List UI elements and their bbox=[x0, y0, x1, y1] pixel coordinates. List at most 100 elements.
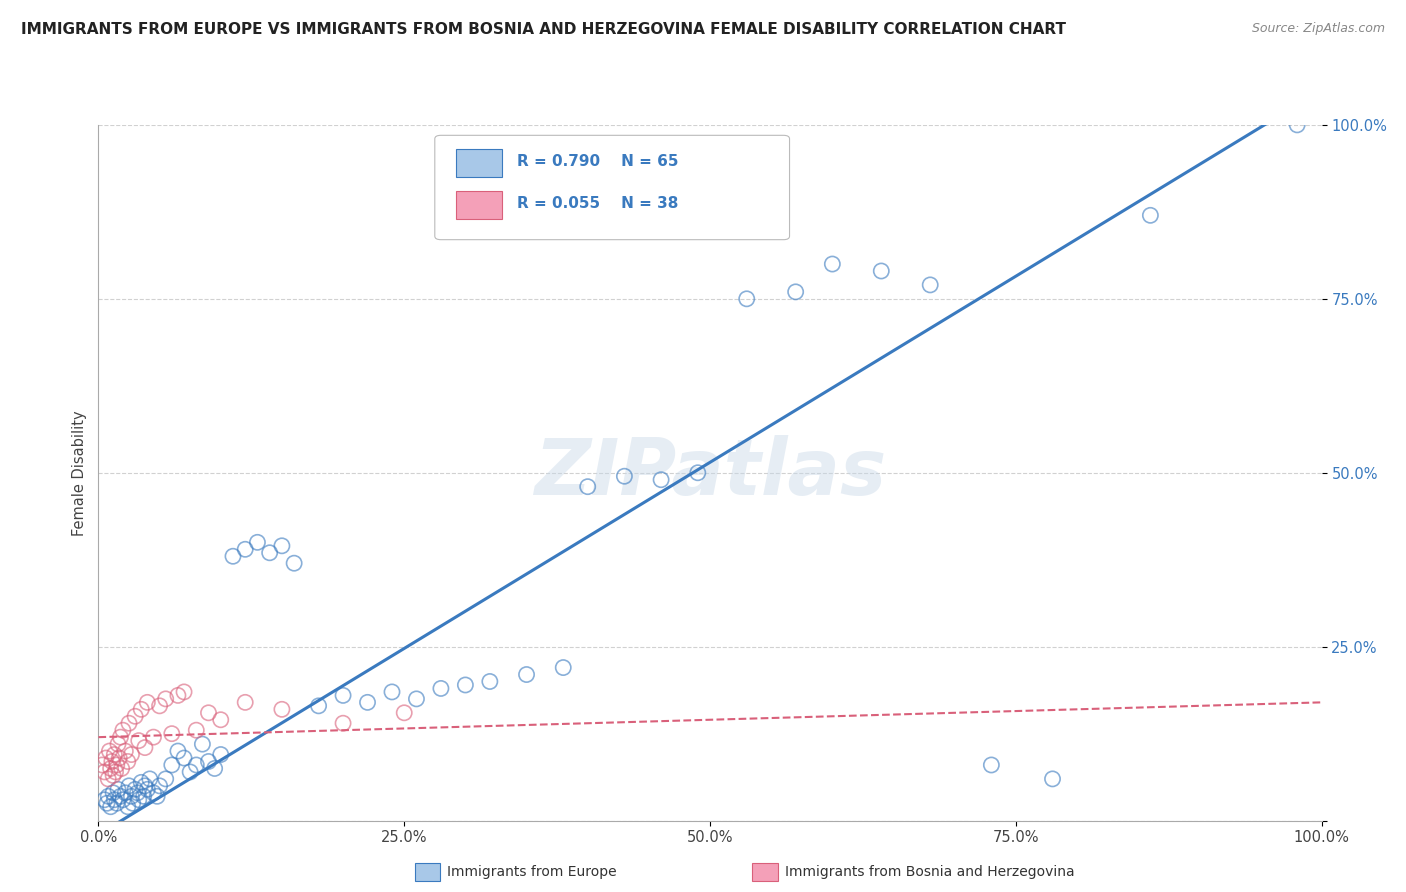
Point bbox=[110, 789, 132, 804]
Text: R = 0.055    N = 38: R = 0.055 N = 38 bbox=[517, 196, 678, 211]
Y-axis label: Female Disability: Female Disability bbox=[72, 410, 87, 535]
Point bbox=[104, 764, 127, 779]
Point bbox=[142, 730, 165, 744]
Point bbox=[650, 473, 672, 487]
Point bbox=[129, 775, 152, 789]
Point bbox=[124, 782, 146, 797]
Point bbox=[686, 466, 709, 480]
Point bbox=[785, 285, 807, 299]
Point bbox=[1286, 118, 1309, 132]
Point bbox=[980, 758, 1002, 772]
Point bbox=[920, 277, 942, 292]
Point bbox=[209, 747, 232, 762]
Point bbox=[478, 674, 501, 689]
Point bbox=[222, 549, 245, 564]
Point bbox=[405, 692, 427, 706]
Point bbox=[142, 786, 165, 800]
Point bbox=[134, 779, 156, 793]
Point bbox=[108, 751, 131, 765]
Point bbox=[105, 796, 128, 810]
Point bbox=[118, 779, 141, 793]
Point bbox=[134, 740, 156, 755]
Point bbox=[155, 772, 177, 786]
Text: Immigrants from Europe: Immigrants from Europe bbox=[447, 865, 617, 880]
Point bbox=[283, 556, 305, 570]
Point bbox=[111, 761, 134, 775]
Point bbox=[101, 768, 124, 782]
Point bbox=[117, 799, 139, 814]
Point bbox=[576, 480, 599, 494]
Point bbox=[96, 796, 118, 810]
Point bbox=[136, 695, 159, 709]
Text: Source: ZipAtlas.com: Source: ZipAtlas.com bbox=[1251, 22, 1385, 36]
Point bbox=[870, 264, 893, 278]
Text: ZIPatlas: ZIPatlas bbox=[534, 434, 886, 511]
Point bbox=[128, 733, 150, 747]
Point bbox=[308, 698, 330, 713]
Point bbox=[173, 751, 195, 765]
Point bbox=[93, 793, 115, 807]
Text: IMMIGRANTS FROM EUROPE VS IMMIGRANTS FROM BOSNIA AND HERZEGOVINA FEMALE DISABILI: IMMIGRANTS FROM EUROPE VS IMMIGRANTS FRO… bbox=[21, 22, 1066, 37]
FancyBboxPatch shape bbox=[456, 149, 502, 177]
Point bbox=[127, 786, 149, 800]
Point bbox=[132, 789, 155, 804]
Point bbox=[821, 257, 844, 271]
Point bbox=[101, 755, 124, 769]
Point bbox=[553, 660, 575, 674]
Point bbox=[128, 793, 150, 807]
Point bbox=[120, 789, 142, 804]
Point bbox=[392, 706, 416, 720]
Point bbox=[186, 758, 208, 772]
Point bbox=[259, 546, 281, 560]
Point bbox=[98, 744, 121, 758]
Point bbox=[735, 292, 758, 306]
Point bbox=[160, 726, 183, 740]
Point bbox=[197, 755, 219, 769]
Point bbox=[233, 542, 256, 557]
Point bbox=[107, 782, 129, 797]
Point bbox=[136, 782, 159, 797]
Point bbox=[91, 758, 114, 772]
Point bbox=[139, 772, 162, 786]
Point bbox=[103, 793, 125, 807]
Point bbox=[93, 764, 115, 779]
Point bbox=[129, 702, 152, 716]
Point bbox=[105, 758, 128, 772]
Point bbox=[97, 789, 120, 804]
Point bbox=[124, 709, 146, 723]
Point bbox=[94, 751, 117, 765]
Point bbox=[114, 744, 136, 758]
Point bbox=[121, 796, 143, 810]
Point bbox=[270, 702, 294, 716]
Point bbox=[107, 737, 129, 751]
Point bbox=[204, 761, 226, 775]
Point bbox=[233, 695, 256, 709]
Point bbox=[167, 744, 190, 758]
Point bbox=[613, 469, 636, 483]
Point bbox=[179, 764, 201, 779]
Point bbox=[103, 747, 125, 762]
Point bbox=[111, 723, 134, 738]
Point bbox=[332, 716, 354, 731]
Point bbox=[173, 685, 195, 699]
Point bbox=[332, 689, 354, 703]
Point bbox=[100, 761, 122, 775]
Point bbox=[1139, 208, 1161, 222]
Point bbox=[120, 747, 142, 762]
Point bbox=[381, 685, 404, 699]
Point bbox=[270, 539, 294, 553]
Point bbox=[246, 535, 269, 549]
Point bbox=[149, 698, 172, 713]
Point bbox=[101, 786, 124, 800]
FancyBboxPatch shape bbox=[434, 136, 790, 240]
Point bbox=[454, 678, 477, 692]
Point bbox=[515, 667, 537, 681]
Point bbox=[118, 716, 141, 731]
Point bbox=[100, 799, 122, 814]
Point bbox=[197, 706, 219, 720]
FancyBboxPatch shape bbox=[456, 191, 502, 219]
Point bbox=[209, 713, 232, 727]
Point bbox=[191, 737, 214, 751]
Point bbox=[149, 779, 172, 793]
Point bbox=[186, 723, 208, 738]
